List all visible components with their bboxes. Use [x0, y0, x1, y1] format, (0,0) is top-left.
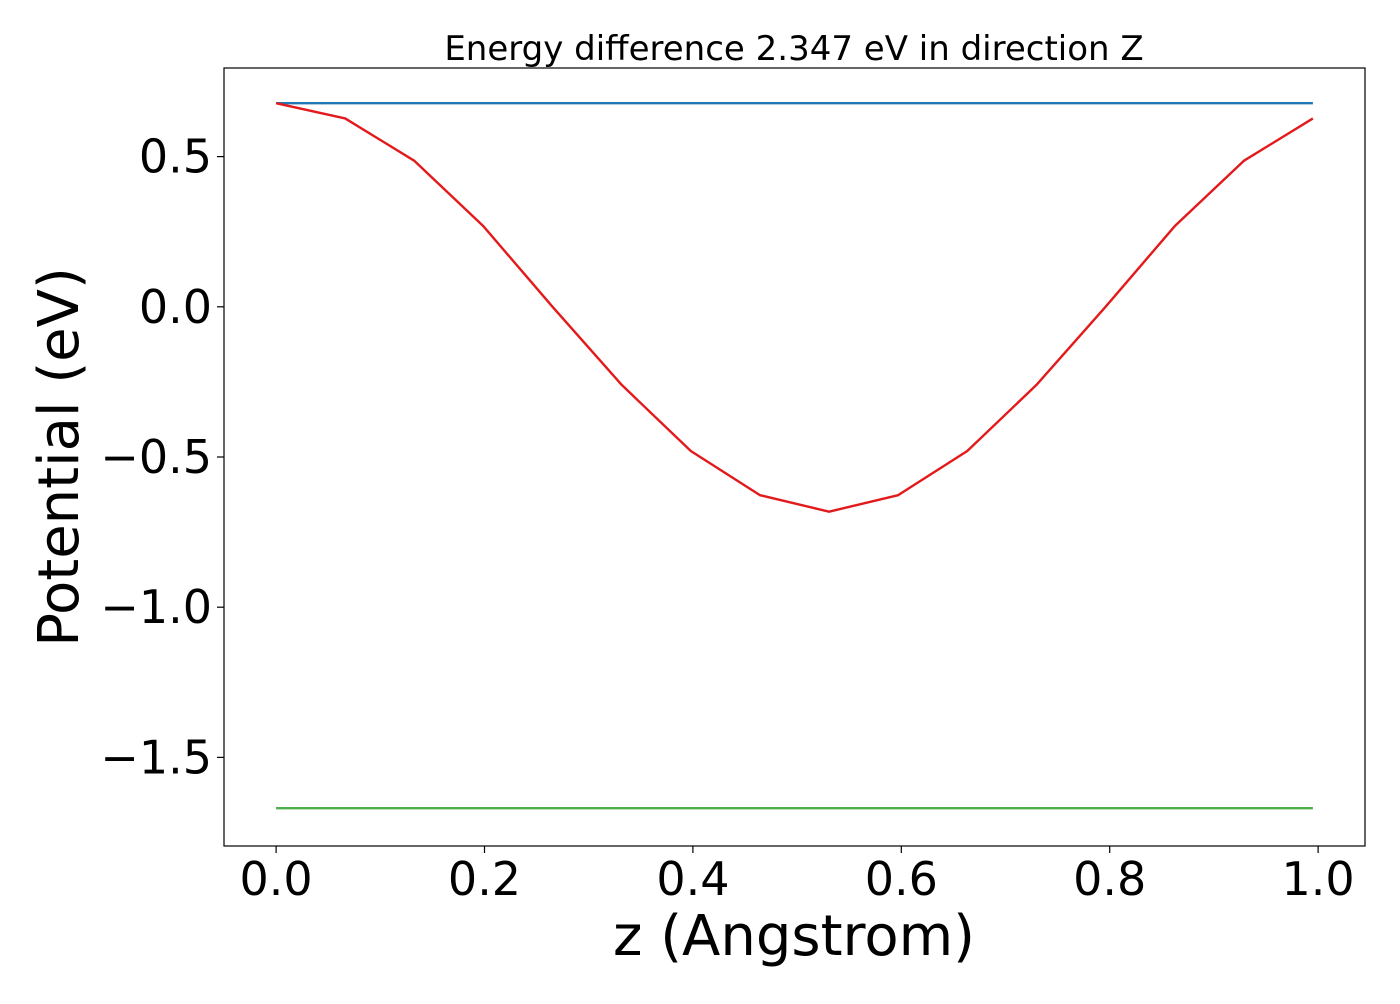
y-tick-label: −1.0: [100, 580, 212, 634]
y-tick-label: 0.5: [139, 130, 212, 184]
x-axis-label: z (Angstrom): [613, 904, 975, 969]
x-tick-label: 1.0: [1282, 852, 1355, 906]
y-tick-label: −0.5: [100, 430, 212, 484]
x-tick-label: 0.2: [448, 852, 521, 906]
y-tick-label: −1.5: [100, 730, 212, 784]
axis-ticks: 0.0 0.2 0.4 0.6 0.8 1.0 0.5 0.0 −0.5 −1.0 −1.5: [100, 130, 1354, 906]
x-tick-label: 0.6: [865, 852, 938, 906]
y-tick-label: 0.0: [139, 280, 212, 334]
x-tick-label: 0.4: [656, 852, 729, 906]
series-line-2: [275, 101, 1314, 513]
plot-frame: [223, 67, 1366, 847]
x-tick-label: 0.8: [1073, 852, 1146, 906]
chart-title: Energy difference 2.347 eV in direction …: [444, 29, 1143, 69]
plot-area: [275, 101, 1314, 810]
y-axis-label: Potential (eV): [27, 267, 92, 647]
x-tick-label: 0.0: [240, 852, 313, 906]
